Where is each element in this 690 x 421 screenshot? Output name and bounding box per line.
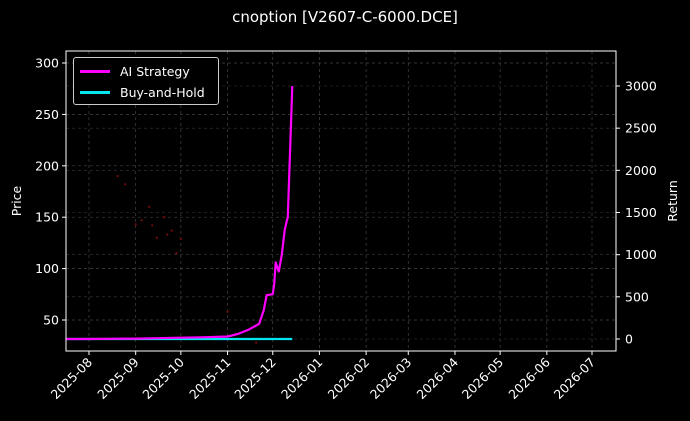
left-tick-label: 200	[35, 158, 59, 173]
right-axis-ticks: 0 500 1000 1500 2000 2500 3000	[616, 79, 657, 347]
price-point	[140, 219, 143, 222]
price-point	[134, 223, 137, 226]
left-axis-ticks: 50 100 150 200 250 300	[35, 56, 66, 328]
x-tick-label: 2026-06	[505, 354, 553, 402]
x-tick-label: 2026-02	[325, 355, 373, 403]
price-point	[148, 205, 151, 209]
price-point	[166, 233, 169, 236]
left-tick-label: 250	[35, 107, 59, 122]
x-tick-label: 2025-09	[94, 354, 142, 402]
left-tick-label: 50	[43, 313, 59, 328]
chart-title: cnoption [V2607-C-6000.DCE]	[232, 8, 458, 26]
right-tick-label: 0	[625, 332, 633, 347]
x-tick-label: 2025-10	[139, 354, 187, 402]
left-tick-label: 300	[35, 56, 59, 71]
price-point	[155, 236, 158, 239]
price-point	[163, 216, 166, 219]
left-tick-label: 150	[35, 210, 59, 225]
legend-item-buy-and-hold: Buy-and-Hold	[80, 83, 205, 101]
price-scatter	[116, 174, 258, 344]
legend: AI Strategy Buy-and-Hold	[73, 57, 219, 105]
price-point	[179, 237, 183, 240]
ai-strategy-line	[66, 85, 294, 341]
buy-and-hold-swatch	[80, 90, 110, 94]
x-tick-label: 2026-04	[414, 354, 462, 402]
x-tick-label: 2025-08	[48, 354, 96, 402]
price-point	[170, 229, 174, 232]
plot-frame	[65, 50, 617, 352]
x-tick-label: 2026-03	[367, 355, 415, 403]
price-point	[116, 174, 119, 178]
right-tick-label: 1500	[625, 205, 657, 220]
x-tick-label: 2026-07	[551, 355, 599, 403]
right-tick-label: 500	[625, 289, 649, 304]
price-point	[151, 224, 154, 227]
right-tick-label: 2500	[625, 121, 657, 136]
right-tick-label: 3000	[625, 79, 657, 94]
left-tick-label: 100	[35, 261, 59, 276]
price-point	[123, 183, 127, 186]
legend-label: AI Strategy	[120, 63, 190, 79]
right-tick-label: 1000	[625, 247, 657, 262]
price-point	[254, 341, 258, 344]
price-point	[175, 251, 178, 255]
legend-item-ai-strategy: AI Strategy	[80, 62, 190, 80]
ai-strategy-swatch	[80, 69, 110, 73]
x-tick-label: 2025-11	[186, 355, 234, 403]
x-tick-label: 2026-05	[459, 355, 507, 403]
price-point	[226, 310, 229, 313]
x-tick-label: 2025-12	[231, 355, 279, 403]
x-tick-label: 2026-01	[278, 355, 326, 403]
right-axis-label: Return	[665, 180, 680, 221]
legend-label: Buy-and-Hold	[120, 84, 205, 100]
right-tick-label: 2000	[625, 163, 657, 178]
left-axis-label: Price	[9, 185, 24, 216]
